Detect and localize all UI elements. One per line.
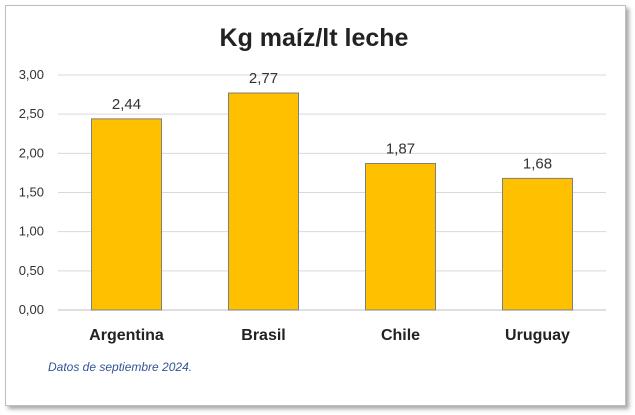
bar-brasil (228, 92, 299, 311)
data-label: 2,44 (112, 96, 141, 113)
data-label: 1,87 (386, 141, 415, 158)
y-tick-label: 2,00 (19, 145, 44, 160)
y-tick-label: 3,00 (19, 67, 44, 82)
bar-argentina (91, 118, 162, 311)
data-labels: 2,44 2,77 1,87 1,68 (112, 70, 552, 172)
chart-title: Kg maíz/lt leche (220, 24, 409, 52)
y-tick-label: 2,50 (19, 106, 44, 121)
y-tick-label: 0,00 (19, 302, 44, 317)
bar-chile (365, 163, 436, 311)
x-tick-label: Chile (381, 327, 420, 344)
data-label: 2,77 (249, 70, 278, 87)
footnote: Datos de septiembre 2024. (48, 360, 192, 374)
y-axis-ticks: 0,00 0,50 1,00 1,50 2,00 2,50 3,00 (19, 67, 44, 317)
data-label: 1,68 (523, 155, 552, 172)
x-tick-label: Argentina (89, 327, 164, 344)
y-tick-label: 1,00 (19, 224, 44, 239)
x-axis-ticks: Argentina Brasil Chile Uruguay (89, 327, 570, 344)
bars (91, 92, 573, 311)
x-tick-label: Uruguay (505, 327, 570, 344)
y-tick-label: 0,50 (19, 263, 44, 278)
y-tick-label: 1,50 (19, 185, 44, 200)
x-tick-label: Brasil (241, 327, 285, 344)
bar-uruguay (502, 177, 573, 311)
